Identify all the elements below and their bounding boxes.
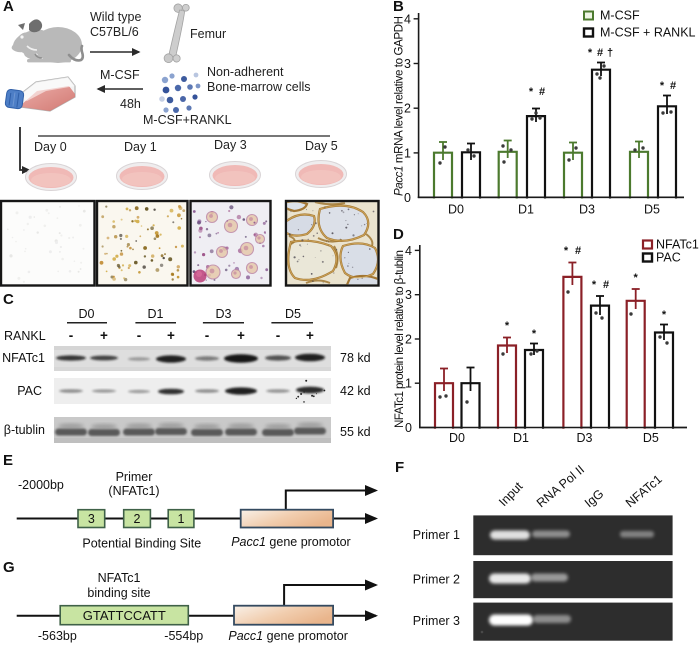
svg-text:D5: D5	[285, 307, 301, 321]
svg-text:β-tublin: β-tublin	[4, 423, 45, 437]
svg-text:binding site: binding site	[87, 586, 150, 600]
svg-text:D3: D3	[577, 431, 593, 445]
svg-text:NFATc1: NFATc1	[2, 351, 45, 365]
svg-text:#: #	[539, 86, 545, 98]
svg-text:PAC: PAC	[17, 384, 42, 398]
svg-text:0: 0	[404, 191, 411, 205]
svg-text:Input: Input	[496, 479, 526, 509]
svg-text:NFATc1: NFATc1	[623, 472, 665, 510]
svg-text:-: -	[69, 328, 74, 343]
svg-text:Bone-marrow cells: Bone-marrow cells	[207, 80, 311, 94]
svg-text:M-CSF + RANKL: M-CSF + RANKL	[600, 26, 696, 40]
svg-text:NFATc1: NFATc1	[656, 238, 699, 252]
svg-text:+: +	[100, 328, 108, 343]
svg-text:*: *	[592, 279, 597, 291]
svg-text:Day 1: Day 1	[124, 140, 157, 154]
svg-text:*: *	[532, 328, 537, 340]
svg-text:-563bp: -563bp	[38, 629, 77, 643]
svg-text:1: 1	[405, 377, 412, 391]
svg-text:Pacc1 gene promotor: Pacc1 gene promotor	[228, 629, 348, 643]
svg-text:Wild type: Wild type	[90, 10, 141, 24]
svg-text:*: *	[505, 320, 510, 332]
svg-text:IgG: IgG	[582, 487, 606, 511]
svg-text:D5: D5	[644, 203, 660, 217]
svg-text:*: *	[634, 272, 639, 284]
svg-text:*: *	[662, 309, 667, 321]
svg-text:42 kd: 42 kd	[340, 384, 371, 398]
svg-text:78 kd: 78 kd	[340, 351, 371, 365]
svg-text:M-CSF: M-CSF	[100, 68, 140, 82]
svg-text:RNA Pol II: RNA Pol II	[534, 463, 587, 511]
svg-text:+: +	[167, 328, 175, 343]
svg-text:48h: 48h	[120, 97, 141, 111]
svg-text:C57BL/6: C57BL/6	[90, 25, 139, 39]
svg-text:*: *	[529, 86, 534, 98]
svg-text:-554bp: -554bp	[164, 629, 203, 643]
svg-text:Pacc1 gene promotor: Pacc1 gene promotor	[231, 535, 351, 549]
svg-text:-: -	[205, 328, 210, 343]
svg-text:0: 0	[405, 421, 412, 435]
svg-text:-: -	[276, 328, 281, 343]
svg-text:RANKL: RANKL	[4, 329, 46, 343]
svg-text:4: 4	[405, 244, 412, 258]
svg-text:Primer: Primer	[116, 470, 153, 484]
svg-text:3: 3	[88, 512, 95, 526]
svg-text:2: 2	[405, 333, 412, 347]
svg-text:D0: D0	[448, 203, 464, 217]
svg-text:PAC: PAC	[656, 251, 681, 265]
svg-text:GTATTCCATT: GTATTCCATT	[83, 608, 166, 623]
svg-text:Potential Binding Site: Potential Binding Site	[82, 537, 201, 551]
svg-text:-: -	[137, 328, 142, 343]
svg-text:#: #	[670, 80, 676, 92]
svg-text:Primer 2: Primer 2	[413, 573, 460, 587]
svg-text:#: #	[575, 245, 581, 257]
svg-text:*: *	[564, 245, 569, 257]
svg-text:Primer 1: Primer 1	[413, 528, 460, 542]
svg-text:4: 4	[404, 12, 411, 26]
svg-text:M-CSF: M-CSF	[600, 9, 640, 23]
svg-text:Femur: Femur	[190, 27, 226, 41]
svg-text:D1: D1	[513, 431, 529, 445]
svg-text:D0: D0	[449, 431, 465, 445]
svg-text:*: *	[660, 80, 665, 92]
svg-text:M-CSF+RANKL: M-CSF+RANKL	[143, 113, 232, 127]
svg-text:2: 2	[134, 512, 141, 526]
svg-text:3: 3	[404, 57, 411, 71]
svg-text:#: #	[603, 279, 609, 291]
svg-text:†: †	[607, 47, 613, 59]
svg-text:D5: D5	[643, 431, 659, 445]
svg-text:55 kd: 55 kd	[340, 425, 371, 439]
svg-text:1: 1	[178, 512, 185, 526]
svg-text:D1: D1	[148, 307, 164, 321]
svg-text:D3: D3	[216, 307, 232, 321]
svg-text:2: 2	[404, 102, 411, 116]
svg-text:NFATc1 protein level relative: NFATc1 protein level relative to β-tubli…	[393, 250, 406, 428]
svg-text:1: 1	[404, 146, 411, 160]
svg-text:#: #	[597, 47, 603, 59]
svg-text:+: +	[306, 328, 314, 343]
svg-text:D3: D3	[579, 203, 595, 217]
svg-text:*: *	[588, 47, 593, 59]
svg-text:Day 0: Day 0	[34, 140, 67, 154]
svg-text:D0: D0	[79, 307, 95, 321]
svg-text:-2000bp: -2000bp	[18, 478, 64, 492]
svg-text:NFATc1: NFATc1	[98, 571, 141, 585]
svg-text:Non-adherent: Non-adherent	[207, 65, 284, 79]
svg-text:Day 3: Day 3	[214, 138, 247, 152]
svg-text:D1: D1	[518, 203, 534, 217]
svg-text:3: 3	[405, 288, 412, 302]
svg-text:+: +	[237, 328, 245, 343]
svg-text:Pacc1 mRNA level relative to G: Pacc1 mRNA level relative to GAPDH	[393, 16, 406, 196]
svg-text:Primer 3: Primer 3	[413, 614, 460, 628]
svg-text:(NFATc1): (NFATc1)	[108, 484, 159, 498]
svg-text:Day 5: Day 5	[305, 139, 338, 153]
